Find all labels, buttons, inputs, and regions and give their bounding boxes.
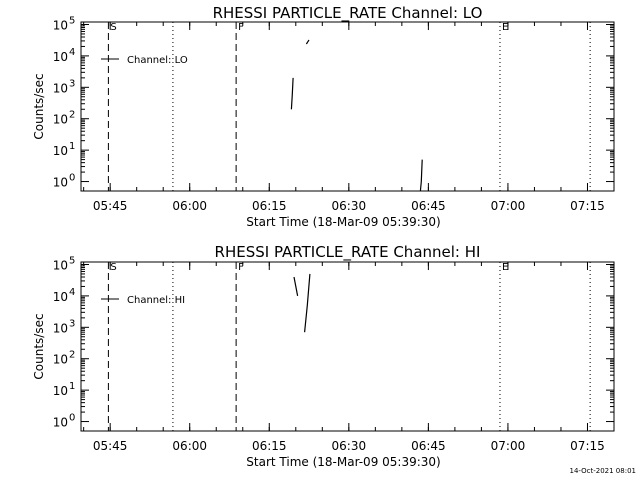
event-marker-label: S xyxy=(110,22,116,33)
y-tick-label: 10 xyxy=(53,81,68,95)
event-marker-label: E xyxy=(502,22,508,33)
y-tick-exponent: 5 xyxy=(69,255,75,266)
y-tick-exponent: 2 xyxy=(69,110,75,121)
data-series-line xyxy=(304,273,311,333)
chart-title: RHESSI PARTICLE_RATE Channel: LO xyxy=(213,4,483,23)
y-tick-exponent: 5 xyxy=(69,15,75,26)
plot-frame xyxy=(80,21,615,192)
y-tick-exponent: 3 xyxy=(69,318,75,329)
event-marker-label: F xyxy=(238,262,244,273)
data-series-line xyxy=(419,159,423,192)
x-axis-label: Start Time (18-Mar-09 05:39:30) xyxy=(246,215,440,229)
y-tick-label: 10 xyxy=(53,113,68,127)
hi-channel-panel: RHESSI PARTICLE_RATE Channel: HI Counts/s… xyxy=(32,243,615,469)
data-series-line xyxy=(290,77,294,110)
y-tick-exponent: 2 xyxy=(69,350,75,361)
y-tick-label: 10 xyxy=(53,321,68,335)
y-tick-exponent: 4 xyxy=(69,47,75,58)
y-tick-label: 10 xyxy=(53,384,68,398)
event-marker-label: E xyxy=(502,262,508,273)
y-tick-label: 10 xyxy=(53,258,68,272)
x-tick-label: 07:15 xyxy=(570,439,605,453)
x-tick-label: 07:00 xyxy=(491,439,526,453)
y-axis-label: Counts/sec xyxy=(32,73,46,139)
y-tick-label: 10 xyxy=(53,353,68,367)
y-tick-label: 10 xyxy=(53,290,68,304)
event-marker-label: F xyxy=(238,22,244,33)
y-tick-label: 10 xyxy=(53,176,68,190)
legend-label: Channel: HI xyxy=(127,295,185,306)
x-tick-label: 05:45 xyxy=(93,439,128,453)
y-tick-exponent: 4 xyxy=(69,287,75,298)
x-tick-label: 06:15 xyxy=(252,199,287,213)
data-series-line xyxy=(293,276,299,297)
y-tick-label: 10 xyxy=(53,144,68,158)
data-series-line xyxy=(305,39,310,45)
x-tick-label: 07:00 xyxy=(491,199,526,213)
legend-label: Channel: LO xyxy=(127,55,188,66)
y-tick-exponent: 1 xyxy=(69,381,75,392)
y-tick-exponent: 1 xyxy=(69,141,75,152)
y-tick-exponent: 0 xyxy=(69,413,75,424)
x-tick-label: 06:00 xyxy=(172,199,207,213)
y-tick-label: 10 xyxy=(53,416,68,430)
chart-title: RHESSI PARTICLE_RATE Channel: HI xyxy=(215,243,481,262)
y-tick-label: 10 xyxy=(53,18,68,32)
x-axis-label: Start Time (18-Mar-09 05:39:30) xyxy=(246,455,440,469)
plot-frame xyxy=(80,261,615,432)
x-tick-label: 07:15 xyxy=(570,199,605,213)
y-tick-exponent: 0 xyxy=(69,173,75,184)
y-tick-exponent: 3 xyxy=(69,78,75,89)
event-marker-label: S xyxy=(110,262,116,273)
x-tick-label: 06:30 xyxy=(332,439,367,453)
y-axis-label: Counts/sec xyxy=(32,313,46,379)
y-tick-label: 10 xyxy=(53,50,68,64)
lo-channel-panel: RHESSI PARTICLE_RATE Channel: LO Counts/s… xyxy=(32,4,615,229)
x-tick-label: 06:30 xyxy=(332,199,367,213)
x-tick-label: 06:45 xyxy=(411,199,446,213)
x-tick-label: 05:45 xyxy=(93,199,128,213)
x-tick-label: 06:45 xyxy=(411,439,446,453)
x-tick-label: 06:00 xyxy=(172,439,207,453)
footer-timestamp: 14-Oct-2021 08:01 xyxy=(570,467,636,475)
x-tick-label: 06:15 xyxy=(252,439,287,453)
